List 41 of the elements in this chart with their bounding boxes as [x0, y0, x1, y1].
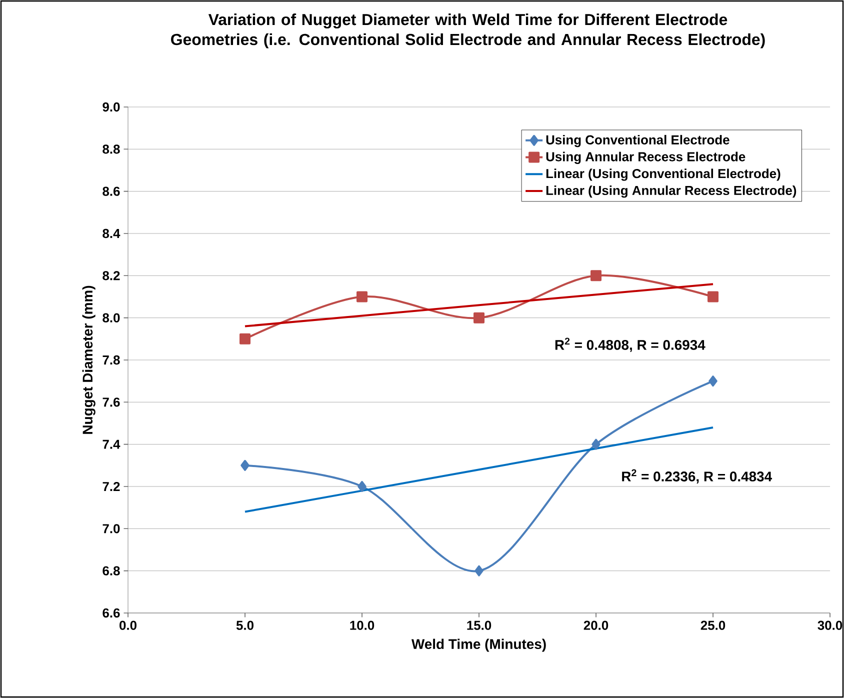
- y-tick-label: 8.8: [102, 144, 120, 154]
- x-tick-label: 0.0: [120, 620, 136, 630]
- annotation: R$^{2}$ = 0.2336, R = 0.4834: [622, 469, 772, 484]
- x-tick-label: 10.0: [350, 620, 374, 630]
- legend-label: Using Annular Recess Electrode: [546, 152, 746, 164]
- x-tick-label: 25.0: [700, 620, 726, 630]
- x-tick-label: 20.0: [584, 620, 608, 630]
- point: [592, 438, 600, 450]
- legend-label: Linear (Using Annular Recess Electrode): [546, 186, 796, 198]
- y-tick-label: 8.4: [102, 228, 120, 238]
- point: [240, 333, 251, 344]
- annotation: R$^{2}$ = 0.4808, R = 0.6934: [555, 338, 706, 352]
- y-tick-label: 6.6: [102, 608, 120, 618]
- point: [240, 460, 250, 471]
- x-tick-label: 5.0: [236, 620, 254, 630]
- point: [474, 565, 484, 576]
- legend-label: Linear (Using Conventional Electrode): [546, 168, 780, 181]
- line-series: [244, 283, 714, 328]
- legend-label: Using Conventional Electrode: [546, 134, 730, 148]
- y-tick-label: 6.8: [102, 566, 120, 576]
- y-tick-label: 9.0: [102, 102, 120, 112]
- chart-title: Variation of Nugget Diameter with Weld Time for Different Electrode Geometries (i.e. Conventional Solid Electrode and Annular Recess Electrode): [171, 14, 765, 48]
- y-tick-label: 7.4: [102, 440, 120, 449]
- y-tick-label: 8.2: [102, 271, 120, 280]
- x-tick-label: 15.0: [467, 620, 492, 630]
- point: [708, 376, 718, 387]
- point: [358, 480, 366, 492]
- point: [356, 291, 368, 302]
- y-tick-label: 7.2: [102, 482, 120, 492]
- y-axis-title: Nugget Diameter (mm): [82, 286, 96, 434]
- point: [474, 312, 485, 324]
- y-tick-label: 8.0: [102, 313, 120, 322]
- point: [590, 270, 602, 282]
- x-tick-label: 30.0: [818, 620, 842, 630]
- y-tick-label: 8.6: [102, 186, 120, 196]
- point: [708, 291, 719, 302]
- y-tick-label: 7.0: [102, 524, 120, 534]
- x-axis-title: Weld Time (Minutes): [411, 638, 546, 652]
- y-tick-label: 7.8: [102, 355, 120, 365]
- y-tick-label: 7.6: [102, 398, 120, 407]
- line-series: [244, 426, 714, 513]
